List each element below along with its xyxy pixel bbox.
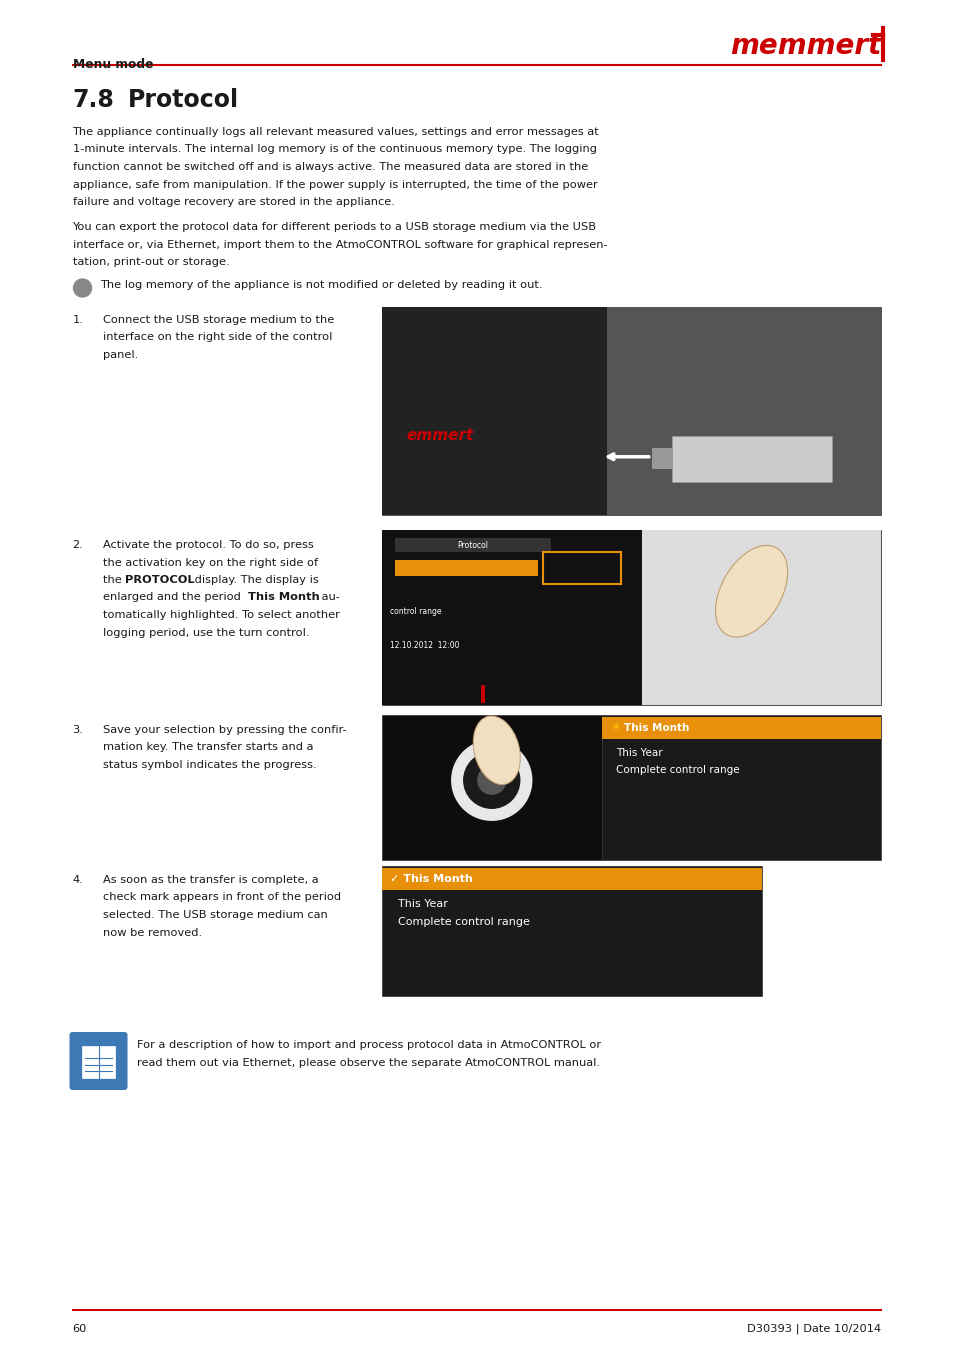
Text: the activation key on the right side of: the activation key on the right side of — [102, 558, 317, 567]
Text: 12.10.2012  12:00: 12.10.2012 12:00 — [390, 640, 458, 650]
Text: display. The display is: display. The display is — [191, 575, 318, 585]
Text: panel.: panel. — [102, 349, 137, 360]
Text: 2.: 2. — [72, 540, 83, 550]
FancyBboxPatch shape — [601, 718, 881, 739]
FancyBboxPatch shape — [480, 685, 484, 703]
Text: This Year: This Year — [615, 747, 661, 758]
Text: mation key. The transfer starts and a: mation key. The transfer starts and a — [102, 742, 313, 753]
Text: Protocol: Protocol — [456, 540, 488, 550]
FancyBboxPatch shape — [395, 538, 550, 552]
Text: D30393 | Date 10/2014: D30393 | Date 10/2014 — [746, 1324, 881, 1335]
Ellipse shape — [715, 546, 787, 638]
Text: tation, print-out or storage.: tation, print-out or storage. — [72, 257, 229, 267]
FancyBboxPatch shape — [381, 529, 881, 705]
Text: Menu mode: Menu mode — [72, 58, 152, 70]
Text: status symbol indicates the progress.: status symbol indicates the progress. — [102, 760, 315, 770]
Text: 7.8: 7.8 — [72, 88, 114, 112]
Circle shape — [452, 741, 531, 821]
FancyBboxPatch shape — [671, 436, 831, 482]
FancyBboxPatch shape — [651, 448, 671, 470]
Text: appliance, safe from manipulation. If the power supply is interrupted, the time : appliance, safe from manipulation. If th… — [72, 180, 597, 190]
FancyBboxPatch shape — [395, 561, 537, 575]
FancyBboxPatch shape — [82, 1047, 115, 1078]
Text: 1-minute intervals. The internal log memory is of the continuous memory type. Th: 1-minute intervals. The internal log mem… — [72, 145, 596, 154]
Text: i: i — [81, 283, 84, 292]
Text: function cannot be switched off and is always active. The measured data are stor: function cannot be switched off and is a… — [72, 162, 587, 172]
Circle shape — [463, 753, 519, 808]
Text: 60: 60 — [72, 1324, 87, 1334]
Circle shape — [73, 279, 91, 297]
Text: ✓ This Month: ✓ This Month — [390, 873, 472, 884]
Text: You can export the protocol data for different periods to a USB storage medium v: You can export the protocol data for dif… — [72, 222, 596, 232]
Text: the: the — [102, 575, 125, 585]
Text: The log memory of the appliance is not modified or deleted by reading it out.: The log memory of the appliance is not m… — [100, 280, 542, 290]
Text: This Month: This Month — [623, 723, 688, 733]
Circle shape — [477, 766, 505, 795]
Text: now be removed.: now be removed. — [102, 927, 201, 937]
Text: For a description of how to import and process protocol data in AtmoCONTROL or: For a description of how to import and p… — [136, 1040, 600, 1049]
Text: This Month: This Month — [247, 593, 319, 603]
Text: Complete control range: Complete control range — [397, 917, 529, 927]
FancyBboxPatch shape — [381, 867, 760, 997]
Text: 1.: 1. — [72, 315, 83, 325]
FancyBboxPatch shape — [381, 307, 606, 515]
Text: This Year: This Year — [397, 899, 447, 909]
Text: 3.: 3. — [72, 724, 83, 735]
Text: PROTOCOL: PROTOCOL — [125, 575, 193, 585]
FancyBboxPatch shape — [641, 529, 881, 705]
Text: selected. The USB storage medium can: selected. The USB storage medium can — [102, 910, 327, 919]
Text: check mark appears in front of the period: check mark appears in front of the perio… — [102, 892, 340, 903]
Text: Complete control range: Complete control range — [615, 765, 739, 774]
Text: interface or, via Ethernet, import them to the AtmoCONTROL software for graphica: interface or, via Ethernet, import them … — [72, 240, 606, 249]
Text: Protocol: Protocol — [128, 88, 238, 112]
Text: interface on the right side of the control: interface on the right side of the contr… — [102, 333, 332, 343]
Text: Save your selection by pressing the confir-: Save your selection by pressing the conf… — [102, 724, 346, 735]
Text: Activate the protocol. To do so, press: Activate the protocol. To do so, press — [102, 540, 313, 550]
Text: au-: au- — [317, 593, 339, 603]
FancyBboxPatch shape — [381, 868, 760, 890]
Ellipse shape — [473, 716, 519, 784]
FancyBboxPatch shape — [381, 715, 601, 860]
Text: The appliance continually logs all relevant measured values, settings and error : The appliance continually logs all relev… — [72, 127, 598, 137]
Text: failure and voltage recovery are stored in the appliance.: failure and voltage recovery are stored … — [72, 196, 394, 207]
Text: enlarged and the period: enlarged and the period — [102, 593, 244, 603]
Text: ☀: ☀ — [609, 723, 619, 733]
Text: As soon as the transfer is complete, a: As soon as the transfer is complete, a — [102, 875, 317, 886]
Text: tomatically highlighted. To select another: tomatically highlighted. To select anoth… — [102, 611, 339, 620]
Text: memmert: memmert — [729, 32, 881, 60]
Text: 4.: 4. — [72, 875, 83, 886]
FancyBboxPatch shape — [601, 715, 881, 860]
FancyBboxPatch shape — [381, 529, 641, 705]
FancyBboxPatch shape — [70, 1032, 128, 1090]
FancyBboxPatch shape — [381, 307, 881, 515]
Text: read them out via Ethernet, please observe the separate AtmoCONTROL manual.: read them out via Ethernet, please obser… — [136, 1057, 598, 1067]
Text: logging period, use the turn control.: logging period, use the turn control. — [102, 627, 309, 638]
Text: emmert: emmert — [406, 428, 474, 444]
Text: i: i — [106, 1047, 110, 1060]
Text: control range: control range — [390, 608, 441, 616]
Text: Connect the USB storage medium to the: Connect the USB storage medium to the — [102, 315, 334, 325]
